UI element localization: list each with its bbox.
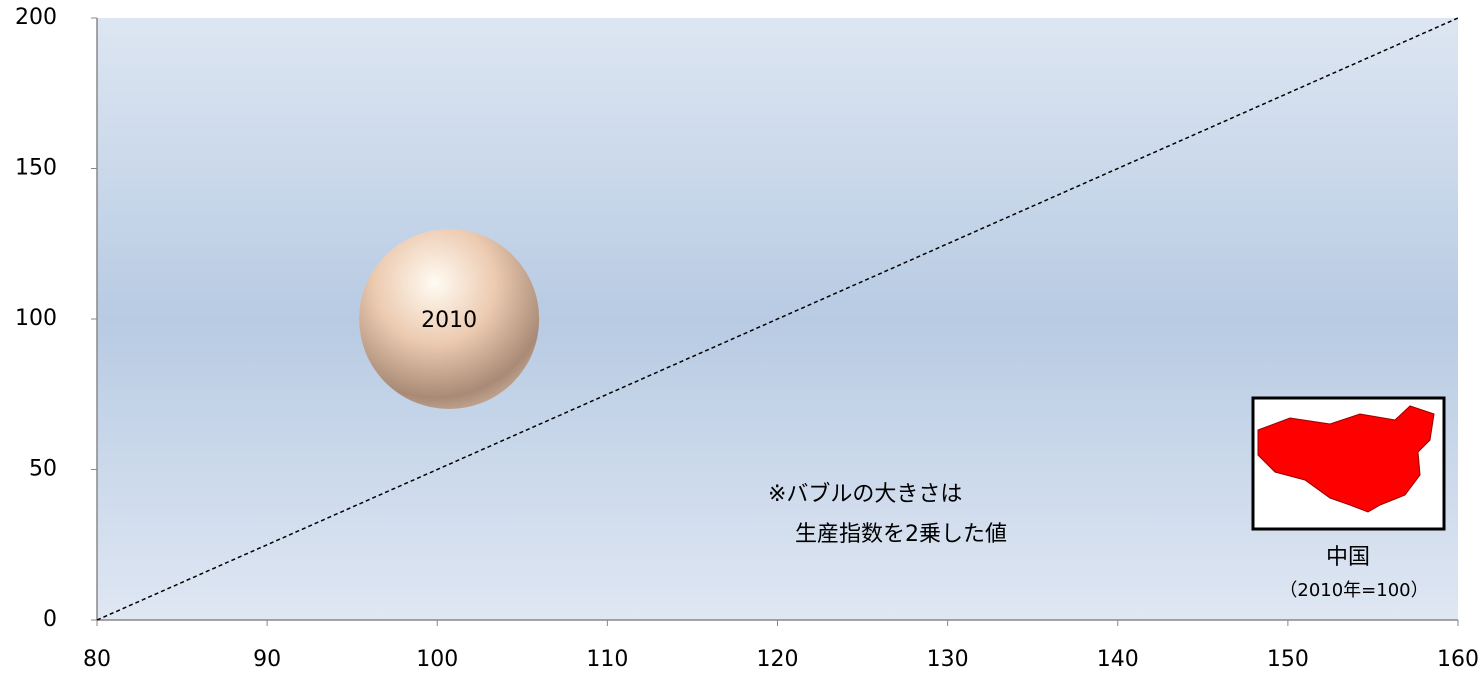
map-caption: 中国: [1326, 545, 1370, 570]
x-tick-label: 80: [83, 647, 111, 672]
bubble-label: 2010: [421, 308, 477, 333]
x-tick-label: 150: [1267, 647, 1309, 672]
bubble: [359, 229, 540, 409]
y-tick-label: 150: [15, 156, 57, 181]
y-tick-label: 200: [15, 5, 57, 30]
x-tick-label: 90: [253, 647, 281, 672]
map-inset: [1251, 396, 1446, 531]
reference-line: [96, 17, 1459, 621]
y-tick-label: 50: [29, 457, 57, 482]
x-tick-label: 160: [1437, 647, 1479, 672]
y-tick-label: 0: [43, 607, 57, 632]
y-tick-label: 100: [15, 306, 57, 331]
x-tick-label: 100: [416, 647, 458, 672]
x-tick-label: 140: [1097, 647, 1139, 672]
x-tick-label: 130: [927, 647, 969, 672]
annotation: 生産指数を2乗した値: [795, 522, 1007, 547]
x-tick-label: 120: [757, 647, 799, 672]
x-tick-label: 110: [586, 647, 628, 672]
annotation: ※バブルの大きさは: [768, 482, 962, 507]
map-caption: （2010年=100）: [1279, 580, 1428, 601]
